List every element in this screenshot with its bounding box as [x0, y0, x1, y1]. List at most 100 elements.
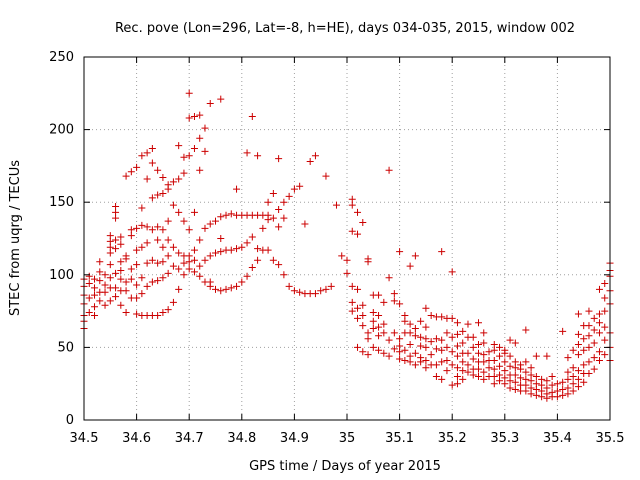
data-point: [411, 332, 419, 340]
data-point: [448, 333, 456, 341]
data-point: [354, 304, 362, 312]
data-point: [185, 114, 193, 122]
data-point: [417, 342, 425, 350]
data-point: [106, 274, 114, 282]
data-point: [143, 282, 151, 290]
data-point: [595, 319, 603, 327]
y-tick-label: 150: [49, 195, 74, 210]
data-point: [417, 354, 425, 362]
data-point: [438, 346, 446, 354]
data-point: [553, 387, 561, 395]
x-tick-label: 34.8: [227, 431, 256, 446]
data-point: [254, 152, 262, 160]
data-point: [359, 311, 367, 319]
data-point: [91, 275, 99, 283]
data-point: [91, 284, 99, 292]
data-point: [106, 261, 114, 269]
data-point: [364, 351, 372, 359]
data-point: [427, 351, 435, 359]
data-point: [122, 278, 130, 286]
data-point: [411, 349, 419, 357]
data-point: [475, 349, 482, 357]
data-point: [148, 144, 156, 152]
data-point: [375, 346, 383, 354]
data-point: [375, 323, 383, 331]
data-point: [91, 303, 99, 311]
data-point: [190, 144, 198, 152]
data-point: [175, 208, 183, 216]
data-point: [280, 214, 288, 222]
data-point: [380, 320, 388, 328]
data-point: [417, 333, 425, 341]
data-point: [359, 348, 367, 356]
data-point: [601, 294, 609, 302]
data-point: [122, 287, 130, 295]
data-point: [427, 311, 435, 319]
data-point: [206, 99, 214, 107]
data-point: [511, 339, 519, 347]
data-point: [159, 274, 167, 282]
data-points: [80, 89, 614, 402]
data-point: [506, 336, 514, 344]
y-tick-label: 0: [66, 413, 74, 428]
data-point: [275, 261, 283, 269]
data-point: [148, 194, 156, 202]
data-point: [280, 198, 288, 206]
data-point: [453, 352, 461, 360]
data-point: [196, 236, 204, 244]
data-point: [390, 329, 398, 337]
data-point: [422, 304, 430, 312]
data-point: [148, 278, 156, 286]
data-point: [133, 261, 141, 269]
data-point: [85, 280, 93, 288]
data-point: [101, 271, 109, 279]
data-point: [154, 191, 162, 199]
data-point: [590, 354, 598, 362]
x-tick-label: 35: [339, 431, 356, 446]
data-point: [511, 371, 519, 379]
data-point: [311, 290, 319, 298]
data-point: [411, 361, 419, 369]
data-point: [448, 381, 456, 389]
data-point: [574, 367, 582, 375]
y-tick-label: 50: [57, 340, 74, 355]
y-tick-label: 100: [49, 268, 74, 283]
data-point: [369, 309, 377, 317]
data-point: [459, 339, 467, 347]
data-point: [138, 243, 146, 251]
data-point: [511, 358, 519, 366]
data-point: [480, 339, 488, 347]
data-point: [438, 358, 446, 366]
data-point: [590, 314, 598, 322]
data-point: [338, 252, 346, 260]
data-point: [322, 172, 330, 180]
data-point: [112, 269, 120, 277]
data-point: [285, 282, 293, 290]
data-point: [301, 220, 309, 228]
data-point: [275, 223, 283, 231]
data-point: [112, 284, 120, 292]
data-point: [527, 384, 535, 392]
data-point: [143, 175, 151, 183]
data-point: [243, 239, 251, 247]
data-point: [475, 365, 482, 373]
data-point: [212, 217, 219, 225]
data-point: [585, 343, 593, 351]
data-point: [595, 310, 603, 318]
data-point: [217, 248, 225, 256]
data-point: [206, 252, 214, 260]
data-point: [96, 258, 104, 266]
data-point: [122, 252, 130, 260]
data-point: [233, 282, 241, 290]
data-point: [275, 205, 283, 213]
data-point: [485, 364, 493, 372]
data-point: [506, 362, 514, 370]
data-point: [438, 336, 446, 344]
data-point: [154, 223, 162, 231]
data-point: [117, 233, 125, 241]
data-point: [601, 351, 609, 359]
data-point: [248, 113, 256, 121]
data-point: [585, 307, 593, 315]
data-point: [169, 298, 177, 306]
data-point: [143, 239, 151, 247]
